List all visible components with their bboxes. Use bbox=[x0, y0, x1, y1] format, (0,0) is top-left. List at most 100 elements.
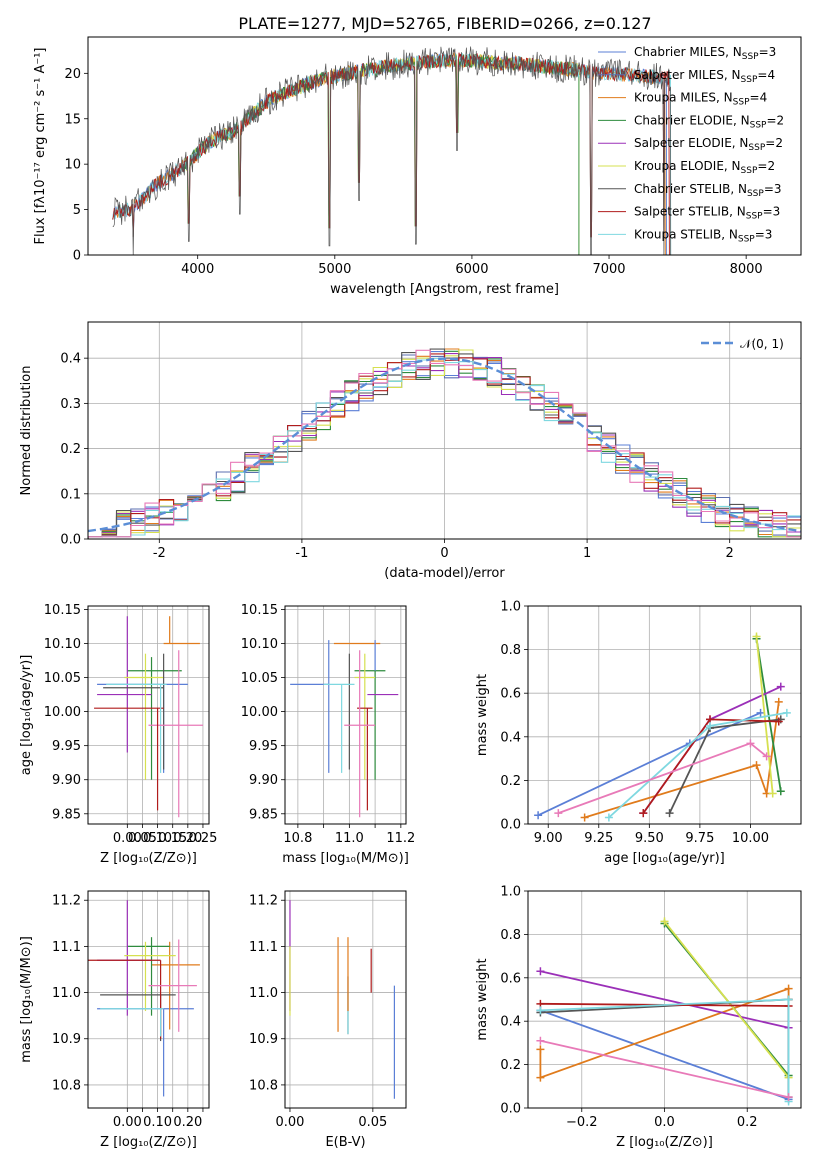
y-tick-label: 10.10 bbox=[44, 637, 81, 652]
y-tick-label: 11.2 bbox=[52, 894, 81, 909]
legend-label: Chabrier ELODIE, NSSP=2 bbox=[634, 113, 784, 130]
x-tick-label: 11.2 bbox=[386, 831, 415, 846]
weight-line bbox=[663, 920, 790, 1079]
y-tick-label: 11.1 bbox=[52, 940, 81, 955]
weight-line bbox=[755, 636, 774, 794]
y-axis-label: mass weight bbox=[475, 958, 490, 1040]
weight-line bbox=[540, 970, 789, 1029]
x-tick-label: 0.20 bbox=[173, 831, 202, 846]
chart-residual_hist: -2 -1 0 1 2 0.0 0.1 0.2 0.3 0.4 (data-model)/error… bbox=[19, 321, 802, 581]
data-point-marker bbox=[580, 813, 589, 822]
y-tick-label: 10.9 bbox=[249, 1032, 278, 1047]
spectrum-line bbox=[112, 53, 672, 255]
data-point-marker bbox=[784, 1093, 793, 1102]
x-tick-label: 4000 bbox=[181, 262, 214, 277]
x-tick-label: 0.0 bbox=[654, 1115, 675, 1130]
legend: Chabrier MILES, NSSP=3 Salpeter MILES, NS… bbox=[598, 45, 784, 244]
data-point-marker bbox=[784, 984, 793, 993]
y-tick-label: 20 bbox=[64, 67, 81, 82]
y-tick-label: 10.00 bbox=[241, 705, 278, 720]
plot-area bbox=[289, 900, 395, 1099]
data-point-marker bbox=[534, 811, 543, 820]
data-point-marker bbox=[752, 761, 761, 770]
x-tick-label: 8000 bbox=[730, 262, 763, 277]
chart-weight_vs_age: 9.00 9.25 9.50 9.75 10.00 0.0 0.2 0.4 0.6 0.8 1.0 a… bbox=[475, 600, 802, 866]
data-point-marker bbox=[536, 967, 545, 976]
axes-frame bbox=[87, 321, 802, 540]
plot-area bbox=[536, 917, 793, 1106]
data-point-marker bbox=[639, 809, 648, 818]
x-tick-label: 0.25 bbox=[188, 831, 217, 846]
plot-area bbox=[88, 348, 801, 539]
spectrum-line bbox=[183, 53, 580, 255]
y-tick-label: 0.4 bbox=[500, 1015, 521, 1030]
data-point-marker bbox=[782, 708, 791, 717]
data-point-marker bbox=[536, 1036, 545, 1045]
plot-area bbox=[94, 616, 203, 818]
legend-label: Salpeter MILES, NSSP=4 bbox=[634, 68, 775, 85]
x-tick-label: 9.75 bbox=[685, 831, 714, 846]
axes-frame bbox=[284, 890, 407, 1109]
plot-area bbox=[534, 632, 791, 822]
y-tick-label: 9.85 bbox=[52, 807, 81, 822]
plot-area bbox=[290, 640, 399, 818]
legend: 𝒩(0, 1) bbox=[701, 337, 784, 351]
x-tick-label: 0.00 bbox=[275, 1115, 304, 1130]
data-point-marker bbox=[706, 721, 714, 730]
legend-label: Kroupa MILES, NSSP=4 bbox=[634, 91, 767, 108]
weight-line bbox=[539, 987, 790, 1079]
spectrum-line bbox=[183, 54, 580, 255]
data-point-marker bbox=[776, 682, 785, 691]
legend-label: Kroupa ELODIE, NSSP=2 bbox=[634, 159, 775, 176]
x-axis-label: E(B-V) bbox=[325, 1135, 365, 1150]
x-tick-label: -2 bbox=[153, 546, 166, 561]
x-tick-label: 0.00 bbox=[113, 1115, 142, 1130]
y-axis-label: mass [log₁₀(M/M⊙)] bbox=[19, 936, 34, 1063]
y-tick-label: 11.0 bbox=[52, 986, 81, 1001]
y-tick-label: 9.90 bbox=[52, 773, 81, 788]
x-tick-label: 7000 bbox=[592, 262, 625, 277]
plot-area bbox=[112, 46, 672, 255]
x-axis-label: wavelength [Angstrom, rest frame] bbox=[330, 282, 559, 297]
x-axis-label: Z [log₁₀(Z/Z⊙)] bbox=[100, 851, 197, 866]
x-tick-label: 0 bbox=[440, 546, 448, 561]
x-tick-label: 10.00 bbox=[732, 831, 769, 846]
x-tick-label: 11.0 bbox=[335, 831, 364, 846]
x-tick-label: 0.10 bbox=[143, 1115, 172, 1130]
histogram-step bbox=[88, 349, 801, 539]
chart-mass_vs_Z: 0.00 0.10 0.20 10.8 10.9 11.0 11.1 11.2 Z [log₁₀… bbox=[19, 890, 210, 1150]
data-point-marker bbox=[746, 739, 755, 748]
data-point-marker bbox=[554, 809, 563, 818]
axes-frame bbox=[527, 890, 802, 1109]
legend-label: Salpeter ELODIE, NSSP=2 bbox=[634, 136, 783, 153]
data-point-marker bbox=[776, 787, 785, 796]
data-point-marker bbox=[536, 1006, 545, 1015]
y-tick-label: 0.1 bbox=[60, 487, 81, 502]
data-point-marker bbox=[774, 697, 783, 706]
data-point-marker bbox=[762, 752, 771, 761]
y-tick-label: 5 bbox=[73, 203, 81, 218]
x-tick-label: 6000 bbox=[455, 262, 488, 277]
legend-label: Chabrier STELIB, NSSP=3 bbox=[634, 182, 782, 199]
legend-label: Salpeter STELIB, NSSP=3 bbox=[634, 205, 780, 222]
x-axis-label: age [log₁₀(age/yr)] bbox=[604, 851, 725, 866]
chart-weight_vs_Z: −0.2 0.0 0.2 0.0 0.2 0.4 0.6 0.8 1.0 Z [log₁₀(Z/Z… bbox=[475, 885, 802, 1150]
x-tick-label: 0.00 bbox=[113, 831, 142, 846]
x-tick-label: 1 bbox=[583, 546, 591, 561]
axes-frame bbox=[87, 36, 802, 256]
axes-frame bbox=[527, 605, 802, 825]
y-tick-label: 10.8 bbox=[52, 1078, 81, 1093]
data-point-marker bbox=[536, 1073, 545, 1082]
y-tick-label: 11.2 bbox=[249, 894, 278, 909]
legend-label: 𝒩(0, 1) bbox=[740, 337, 784, 351]
y-tick-label: 0.0 bbox=[500, 818, 521, 833]
y-tick-label: 0.2 bbox=[500, 1058, 521, 1073]
x-tick-label: 0.15 bbox=[158, 831, 187, 846]
legend-label: Chabrier MILES, NSSP=3 bbox=[634, 45, 776, 62]
x-tick-label: 9.00 bbox=[534, 831, 563, 846]
axes-frame bbox=[87, 605, 210, 825]
chart-age_vs_Z: 0.000.050.100.150.200.25 9.85 9.90 9.95 10.0… bbox=[19, 603, 217, 866]
data-point-marker bbox=[756, 708, 765, 717]
x-tick-label: 0.10 bbox=[143, 831, 172, 846]
